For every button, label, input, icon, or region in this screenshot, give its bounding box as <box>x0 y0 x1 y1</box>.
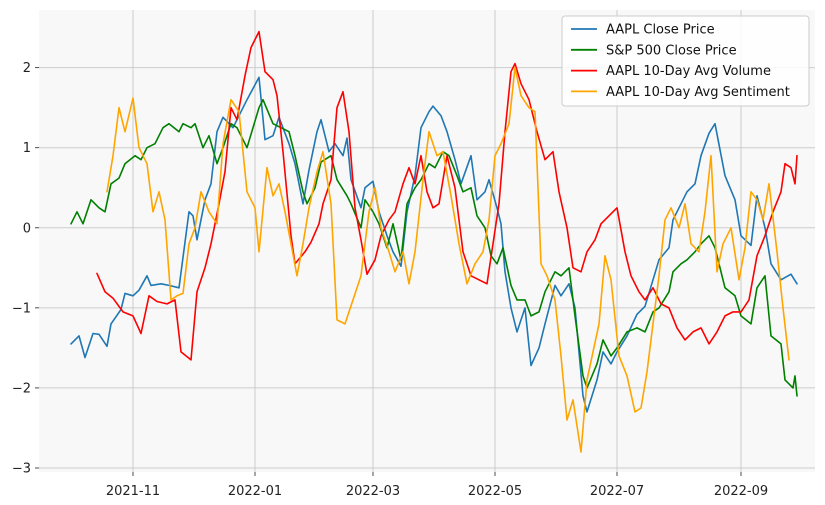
legend-label: AAPL 10-Day Avg Volume <box>606 64 771 79</box>
y-tick-label: −2 <box>12 381 31 396</box>
legend-label: AAPL 10-Day Avg Sentiment <box>606 85 790 100</box>
series-layer <box>70 30 798 453</box>
legend: AAPL Close Price S&P 500 Close Price AAPL … <box>561 15 810 107</box>
x-tick-label: 2022-09 <box>714 484 768 499</box>
series-line-s-p-500-close-price <box>70 98 798 397</box>
y-tick-label: −1 <box>12 301 31 316</box>
series-line-aapl-10-day-avg-sentiment <box>106 66 790 453</box>
y-tick-label: 2 <box>23 61 31 76</box>
x-tick-label: 2022-07 <box>590 484 644 499</box>
y-tick-label: 1 <box>23 141 31 156</box>
x-axis: 2021-11 2022-01 2022-03 2022-05 2022-07 2022-… <box>106 472 768 499</box>
legend-box <box>561 15 810 107</box>
x-tick-label: 2021-11 <box>106 484 160 499</box>
x-tick-label: 2022-03 <box>346 484 400 499</box>
legend-label: S&P 500 Close Price <box>606 43 737 58</box>
x-tick-label: 2022-05 <box>468 484 522 499</box>
y-axis: 2 1 0 −1 −2 −3 <box>12 61 39 476</box>
y-tick-label: 0 <box>23 221 31 236</box>
y-tick-label: −3 <box>12 461 31 476</box>
series-line-aapl-10-day-avg-volume <box>96 30 798 361</box>
x-tick-label: 2022-01 <box>228 484 282 499</box>
series-line-aapl-close-price <box>70 76 798 413</box>
legend-label: AAPL Close Price <box>606 23 715 38</box>
